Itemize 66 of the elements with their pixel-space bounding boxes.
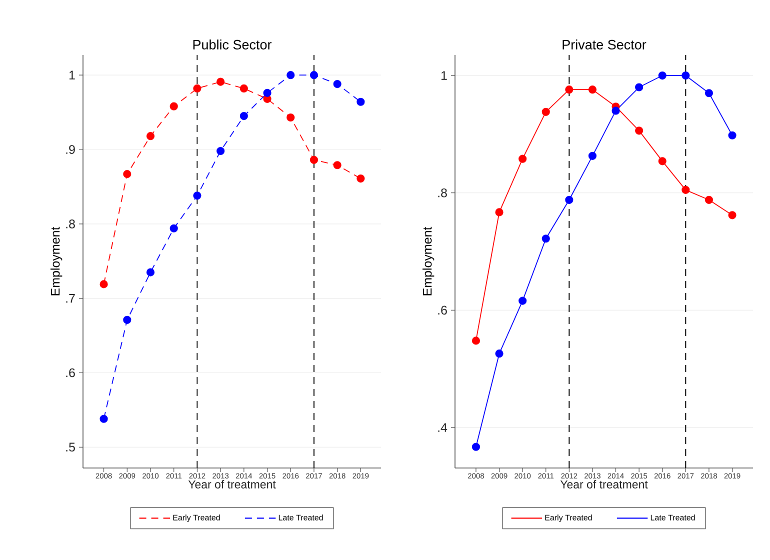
point	[728, 131, 736, 140]
y-tick-label: .6	[66, 368, 75, 378]
point	[356, 98, 365, 106]
legend-label: Early Treated	[545, 514, 592, 522]
point	[286, 71, 295, 80]
point	[682, 71, 690, 80]
point	[635, 126, 644, 135]
y-tick-label: .4	[438, 423, 448, 432]
y-tick-label: 1	[441, 71, 447, 80]
legend-label: Late Treated	[278, 514, 323, 520]
point	[240, 84, 248, 93]
point	[658, 157, 666, 166]
point	[216, 78, 225, 86]
point	[310, 156, 318, 164]
point	[356, 174, 365, 183]
point	[542, 108, 550, 116]
point	[472, 336, 480, 345]
point	[565, 196, 574, 204]
y-tick-label: .8	[66, 220, 75, 228]
point	[123, 316, 132, 324]
point	[170, 102, 178, 110]
legend-label: Early Treated	[173, 514, 220, 522]
point	[146, 132, 155, 140]
chart-title: Private Sector	[562, 40, 646, 50]
chart-title: Public Sector	[193, 40, 272, 50]
point	[565, 86, 574, 94]
point	[123, 170, 132, 178]
point	[495, 208, 504, 216]
point	[193, 192, 202, 200]
y-tick-label: .6	[438, 306, 447, 315]
point	[728, 211, 736, 220]
point	[588, 152, 597, 160]
point	[100, 280, 108, 288]
point	[682, 186, 690, 194]
y-axis-title: Employment	[50, 226, 62, 296]
point	[170, 224, 178, 232]
y-tick-label: .9	[66, 145, 75, 154]
point	[542, 234, 550, 243]
point	[704, 196, 714, 204]
point	[518, 154, 527, 163]
point	[193, 84, 202, 93]
point	[263, 88, 272, 97]
point	[333, 80, 342, 88]
point	[310, 71, 318, 80]
y-tick-label: 1	[69, 70, 75, 80]
point	[588, 86, 597, 94]
point	[704, 89, 714, 98]
x-axis-title: Year of treatment	[188, 480, 276, 488]
point	[658, 71, 666, 80]
point	[216, 146, 225, 156]
point	[495, 350, 504, 358]
point	[286, 113, 295, 122]
point	[635, 83, 644, 92]
legend-label: Late Treated	[650, 514, 695, 520]
point	[240, 112, 248, 120]
y-tick-label: .5	[66, 442, 75, 452]
point	[612, 106, 620, 115]
point	[333, 161, 342, 170]
point	[472, 442, 480, 451]
y-tick-label: .7	[66, 294, 75, 303]
x-axis-title: Year of treatment	[560, 480, 648, 488]
point	[100, 414, 108, 423]
point	[518, 296, 527, 305]
point	[146, 268, 155, 276]
y-axis-title: Employment	[422, 226, 434, 296]
y-tick-label: .8	[438, 188, 447, 198]
